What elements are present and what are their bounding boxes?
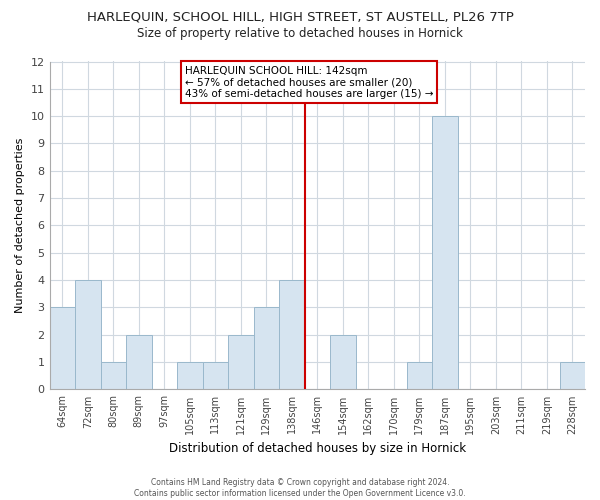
Bar — [101, 362, 126, 390]
Text: Size of property relative to detached houses in Hornick: Size of property relative to detached ho… — [137, 28, 463, 40]
X-axis label: Distribution of detached houses by size in Hornick: Distribution of detached houses by size … — [169, 442, 466, 455]
Bar — [560, 362, 585, 390]
Text: Contains HM Land Registry data © Crown copyright and database right 2024.
Contai: Contains HM Land Registry data © Crown c… — [134, 478, 466, 498]
Y-axis label: Number of detached properties: Number of detached properties — [15, 138, 25, 313]
Text: HARLEQUIN, SCHOOL HILL, HIGH STREET, ST AUSTELL, PL26 7TP: HARLEQUIN, SCHOOL HILL, HIGH STREET, ST … — [86, 10, 514, 23]
Bar — [50, 308, 75, 390]
Bar — [203, 362, 228, 390]
Bar — [228, 335, 254, 390]
Text: HARLEQUIN SCHOOL HILL: 142sqm
← 57% of detached houses are smaller (20)
43% of s: HARLEQUIN SCHOOL HILL: 142sqm ← 57% of d… — [185, 66, 433, 99]
Bar — [177, 362, 203, 390]
Bar — [126, 335, 152, 390]
Bar — [407, 362, 432, 390]
Bar — [75, 280, 101, 390]
Bar — [432, 116, 458, 390]
Bar — [279, 280, 305, 390]
Bar — [254, 308, 279, 390]
Bar — [330, 335, 356, 390]
